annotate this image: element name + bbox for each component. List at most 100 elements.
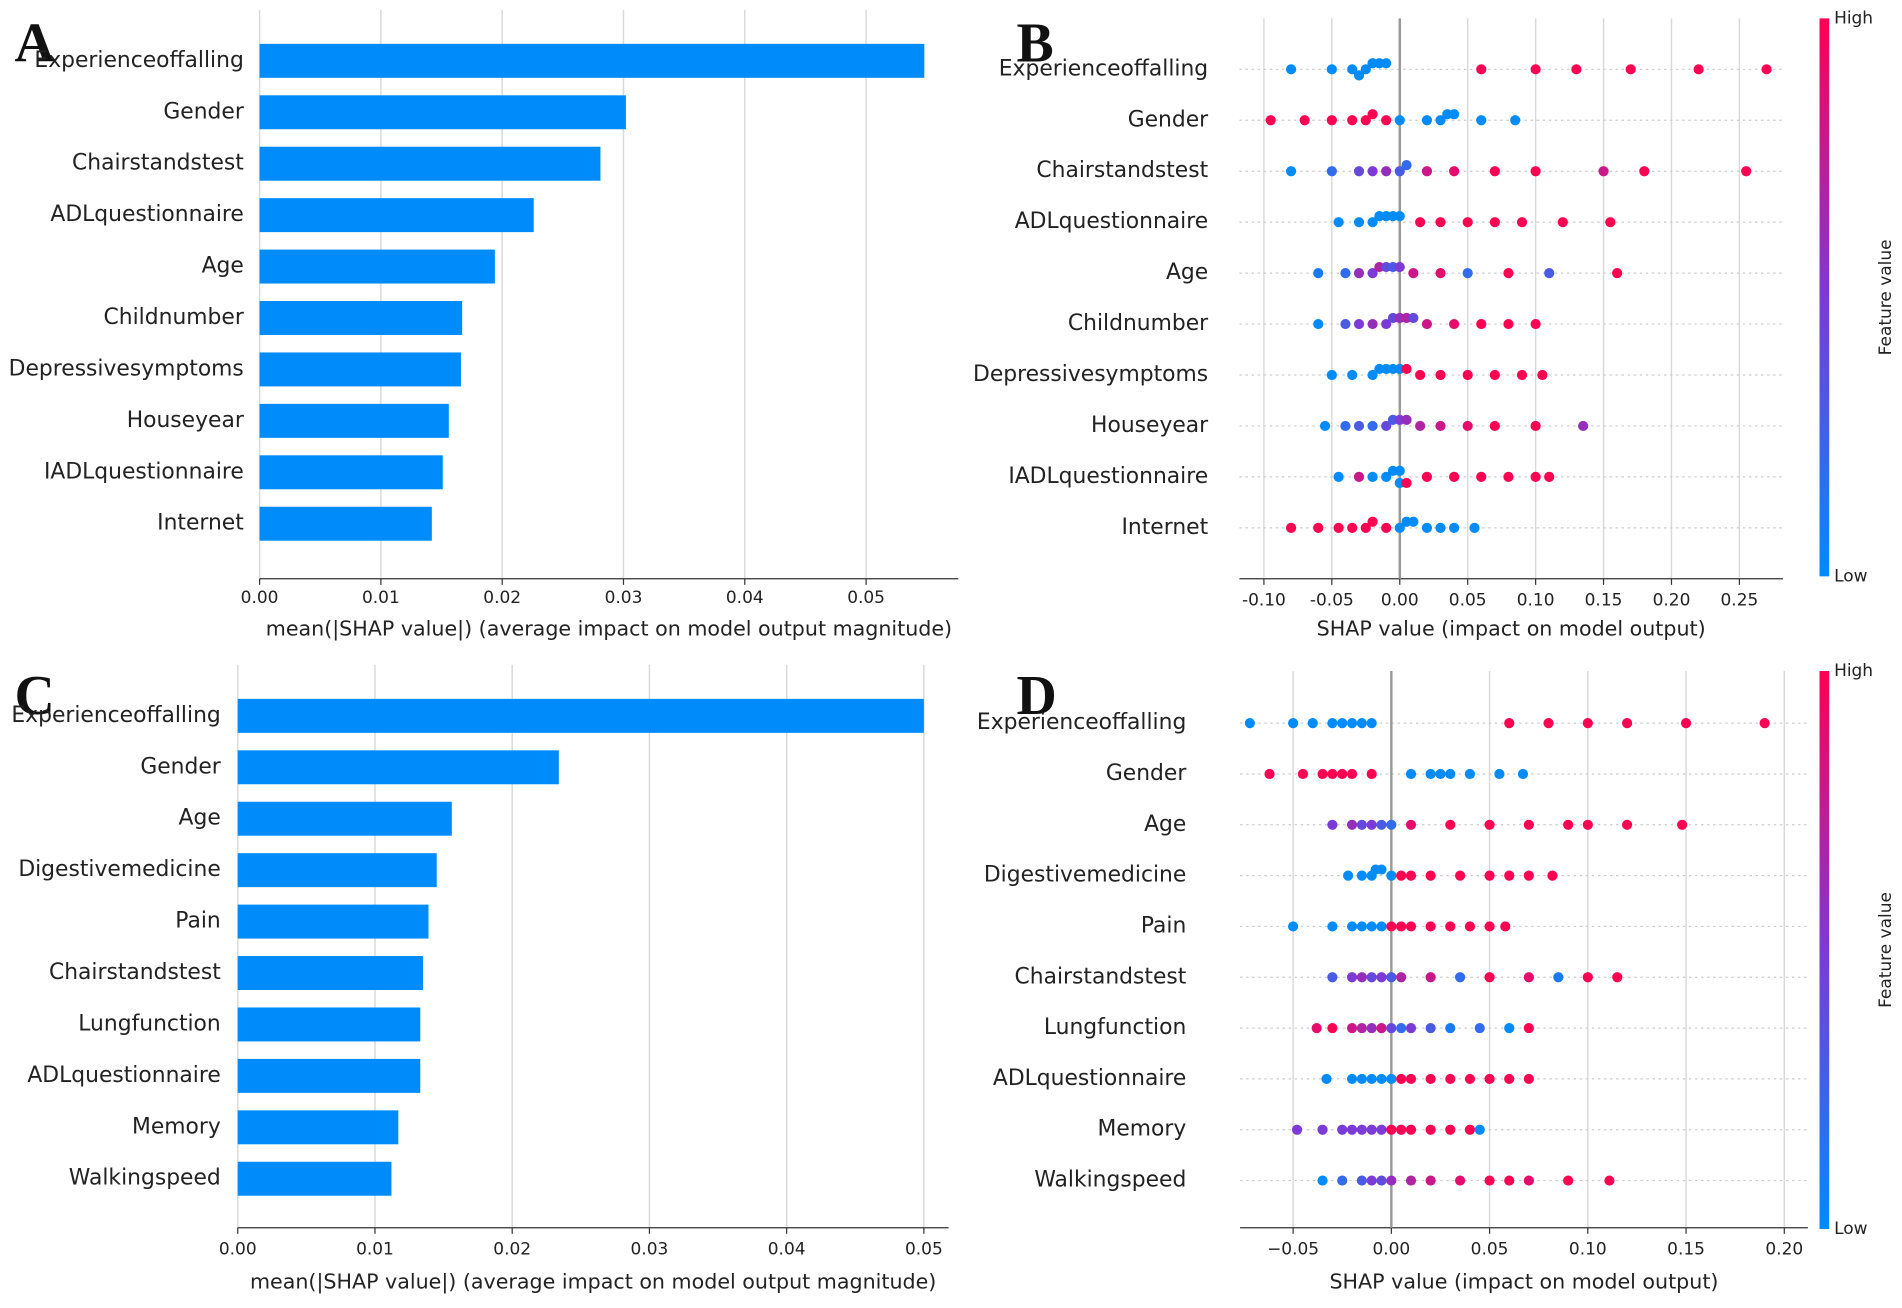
- shap-point: [1582, 972, 1593, 983]
- shap-point: [1353, 217, 1365, 228]
- x-tick-label: 0.05: [1471, 1240, 1509, 1260]
- shap-point: [1337, 768, 1348, 780]
- shap-point: [1462, 217, 1473, 228]
- y-tick-label: Age: [179, 806, 221, 831]
- shap-point: [1563, 1175, 1574, 1186]
- panel-letter: A: [15, 13, 55, 75]
- y-tick-label: Age: [202, 254, 244, 279]
- shap-point: [1571, 64, 1582, 75]
- bar: [237, 904, 429, 939]
- shap-point: [1489, 420, 1500, 432]
- shap-point: [1396, 972, 1407, 983]
- shap-point: [1346, 819, 1358, 830]
- shap-point: [1386, 819, 1397, 830]
- y-tick-label: Lungfunction: [1044, 1015, 1186, 1040]
- shap-point: [1677, 819, 1688, 830]
- shap-point: [1367, 109, 1378, 120]
- shap-point: [1530, 420, 1541, 432]
- shap-point: [1544, 268, 1555, 279]
- shap-point: [1435, 369, 1446, 381]
- shap-point: [1415, 217, 1426, 228]
- x-tick-label: 0.04: [726, 588, 764, 608]
- shap-point: [1386, 1073, 1397, 1085]
- x-tick-label: 0.00: [219, 1240, 257, 1260]
- shap-point: [1366, 819, 1377, 830]
- shap-point: [1464, 1124, 1476, 1135]
- x-tick-label: 0.25: [1721, 591, 1759, 611]
- shap-point: [1425, 1124, 1436, 1135]
- shap-point: [1530, 318, 1541, 330]
- shap-point: [1333, 471, 1344, 482]
- shap-point: [1285, 166, 1297, 177]
- shap-point: [1504, 1175, 1515, 1186]
- shap-point: [1394, 522, 1405, 533]
- shap-point: [1489, 369, 1500, 381]
- shap-point: [1346, 718, 1358, 729]
- shap-point: [1307, 718, 1318, 729]
- x-tick-label: 0.00: [1381, 591, 1419, 611]
- shap-point: [1510, 115, 1521, 126]
- shap-point: [1421, 318, 1433, 330]
- shap-point: [1394, 465, 1405, 476]
- shap-point: [1327, 972, 1338, 983]
- y-tick-label: Internet: [157, 511, 244, 536]
- shap-point: [1288, 921, 1299, 932]
- shap-point: [1356, 718, 1367, 729]
- shap-point: [1435, 268, 1446, 279]
- y-tick-label: Gender: [163, 99, 243, 124]
- shap-point: [1326, 64, 1337, 75]
- shap-point: [1523, 1022, 1534, 1034]
- bar: [259, 95, 626, 130]
- y-tick-label: ADLquestionnaire: [50, 202, 243, 227]
- shap-point: [1376, 1175, 1387, 1186]
- shap-point: [1347, 522, 1358, 533]
- x-tick-label: 0.01: [356, 1240, 394, 1260]
- shap-point: [1405, 1175, 1417, 1186]
- shap-point: [1462, 369, 1473, 381]
- shap-point: [1367, 318, 1378, 330]
- shap-point: [1376, 1073, 1387, 1085]
- shap-point: [1605, 217, 1616, 228]
- shap-point: [1449, 109, 1460, 120]
- shap-point: [1367, 369, 1378, 381]
- x-tick-label: 0.00: [1372, 1240, 1410, 1260]
- shap-point: [1360, 64, 1371, 75]
- shap-point: [1381, 522, 1392, 533]
- shap-point: [1476, 471, 1487, 482]
- y-tick-label: Chairstandstest: [49, 960, 221, 985]
- shap-point: [1353, 471, 1365, 482]
- shap-point: [1455, 870, 1466, 881]
- shap-point: [1445, 1073, 1456, 1085]
- shap-point: [1622, 718, 1633, 729]
- shap-point: [1327, 921, 1338, 932]
- shap-point: [1396, 1073, 1407, 1085]
- shap-point: [1396, 1124, 1407, 1135]
- x-axis-label: SHAP value (impact on model output): [1329, 1269, 1718, 1293]
- bar: [259, 455, 443, 490]
- bar: [237, 1161, 392, 1196]
- y-tick-label: Houseyear: [127, 408, 244, 433]
- shap-point: [1759, 718, 1770, 729]
- shap-point: [1455, 1175, 1466, 1186]
- shap-point: [1394, 211, 1405, 222]
- shap-point: [1381, 58, 1392, 69]
- y-tick-label: IADLquestionnaire: [1008, 464, 1208, 489]
- y-tick-label: Childnumber: [1068, 311, 1208, 336]
- shap-point: [1356, 870, 1367, 881]
- shap-point: [1327, 718, 1338, 729]
- shap-point: [1425, 870, 1436, 881]
- shap-point: [1346, 1124, 1358, 1135]
- shap-point: [1455, 972, 1466, 983]
- panel-letter: C: [15, 665, 55, 727]
- y-tick-label: Walkingspeed: [69, 1166, 221, 1191]
- y-tick-label: Age: [1144, 812, 1186, 837]
- colorbar-high: High: [1834, 661, 1873, 681]
- shap-point: [1376, 864, 1387, 875]
- shap-point: [1741, 166, 1752, 177]
- shap-point: [1464, 768, 1476, 780]
- shap-point: [1376, 972, 1387, 983]
- shap-point: [1367, 166, 1378, 177]
- shap-point: [1356, 921, 1367, 932]
- shap-point: [1421, 166, 1433, 177]
- shap-point: [1337, 1175, 1348, 1186]
